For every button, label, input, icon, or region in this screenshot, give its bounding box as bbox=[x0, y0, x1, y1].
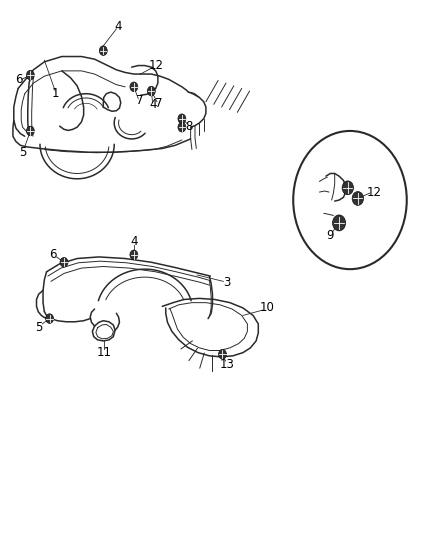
Circle shape bbox=[60, 257, 68, 267]
Circle shape bbox=[26, 70, 34, 80]
Text: 5: 5 bbox=[35, 321, 43, 334]
Circle shape bbox=[342, 181, 353, 195]
Text: 12: 12 bbox=[148, 59, 163, 72]
Text: 4: 4 bbox=[114, 20, 121, 33]
Circle shape bbox=[178, 123, 186, 132]
Text: 12: 12 bbox=[367, 185, 381, 199]
Circle shape bbox=[352, 191, 364, 205]
Text: 6: 6 bbox=[49, 248, 57, 261]
Text: 7: 7 bbox=[155, 98, 162, 110]
Circle shape bbox=[99, 46, 107, 55]
Text: 8: 8 bbox=[186, 119, 193, 133]
Circle shape bbox=[130, 82, 138, 92]
Circle shape bbox=[46, 314, 53, 324]
Text: 1: 1 bbox=[52, 87, 59, 100]
Circle shape bbox=[148, 86, 155, 96]
Circle shape bbox=[332, 215, 346, 231]
Text: 10: 10 bbox=[260, 302, 275, 314]
Text: 13: 13 bbox=[219, 358, 234, 372]
Circle shape bbox=[178, 114, 186, 124]
Text: 5: 5 bbox=[19, 146, 26, 159]
Circle shape bbox=[26, 126, 34, 136]
Text: 6: 6 bbox=[15, 73, 23, 86]
Circle shape bbox=[219, 350, 226, 359]
Text: 7: 7 bbox=[136, 94, 143, 107]
Text: 11: 11 bbox=[97, 346, 112, 359]
Circle shape bbox=[130, 250, 138, 260]
Text: 4: 4 bbox=[149, 99, 156, 111]
Text: 9: 9 bbox=[327, 229, 334, 242]
Text: 4: 4 bbox=[130, 235, 138, 248]
Text: 3: 3 bbox=[223, 276, 230, 289]
